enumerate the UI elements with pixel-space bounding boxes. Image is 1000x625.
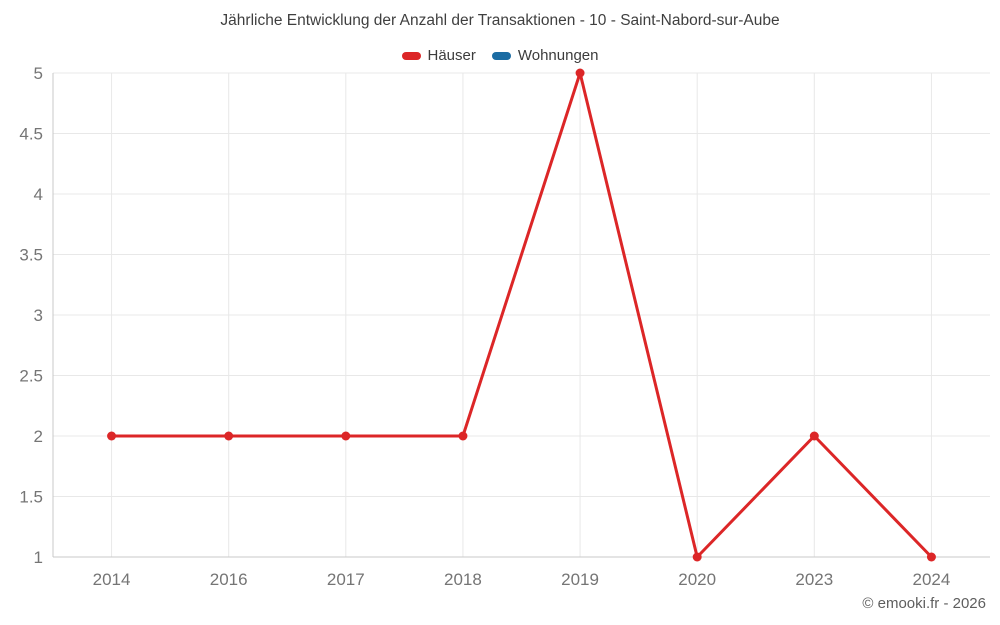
svg-text:1.5: 1.5 (19, 487, 43, 506)
legend-item-haeuser[interactable]: Häuser (401, 47, 476, 64)
svg-text:4.5: 4.5 (19, 124, 43, 143)
legend-label-wohnungen: Wohnungen (517, 47, 599, 64)
svg-text:3.5: 3.5 (19, 245, 43, 264)
legend-item-wohnungen[interactable]: Wohnungen (491, 47, 599, 64)
svg-text:1: 1 (34, 548, 43, 567)
svg-text:4: 4 (34, 185, 43, 204)
svg-text:2018: 2018 (444, 570, 482, 589)
legend-swatch-wohnungen-icon (491, 51, 511, 60)
chart-legend: Häuser Wohnungen (0, 47, 1000, 64)
svg-text:5: 5 (34, 64, 43, 83)
watermark: © emooki.fr - 2026 (862, 595, 986, 612)
svg-text:2020: 2020 (678, 570, 716, 589)
svg-text:2017: 2017 (327, 570, 365, 589)
svg-text:2024: 2024 (913, 570, 951, 589)
svg-text:2019: 2019 (561, 570, 599, 589)
legend-label-haeuser: Häuser (427, 47, 476, 64)
chart-title: Jährliche Entwicklung der Anzahl der Tra… (220, 12, 780, 29)
svg-text:2: 2 (34, 427, 43, 446)
legend-swatch-haeuser-icon (401, 51, 421, 60)
svg-text:2.5: 2.5 (19, 366, 43, 385)
svg-text:2014: 2014 (93, 570, 131, 589)
svg-text:2023: 2023 (795, 570, 833, 589)
svg-text:2016: 2016 (210, 570, 248, 589)
svg-text:3: 3 (34, 306, 43, 325)
